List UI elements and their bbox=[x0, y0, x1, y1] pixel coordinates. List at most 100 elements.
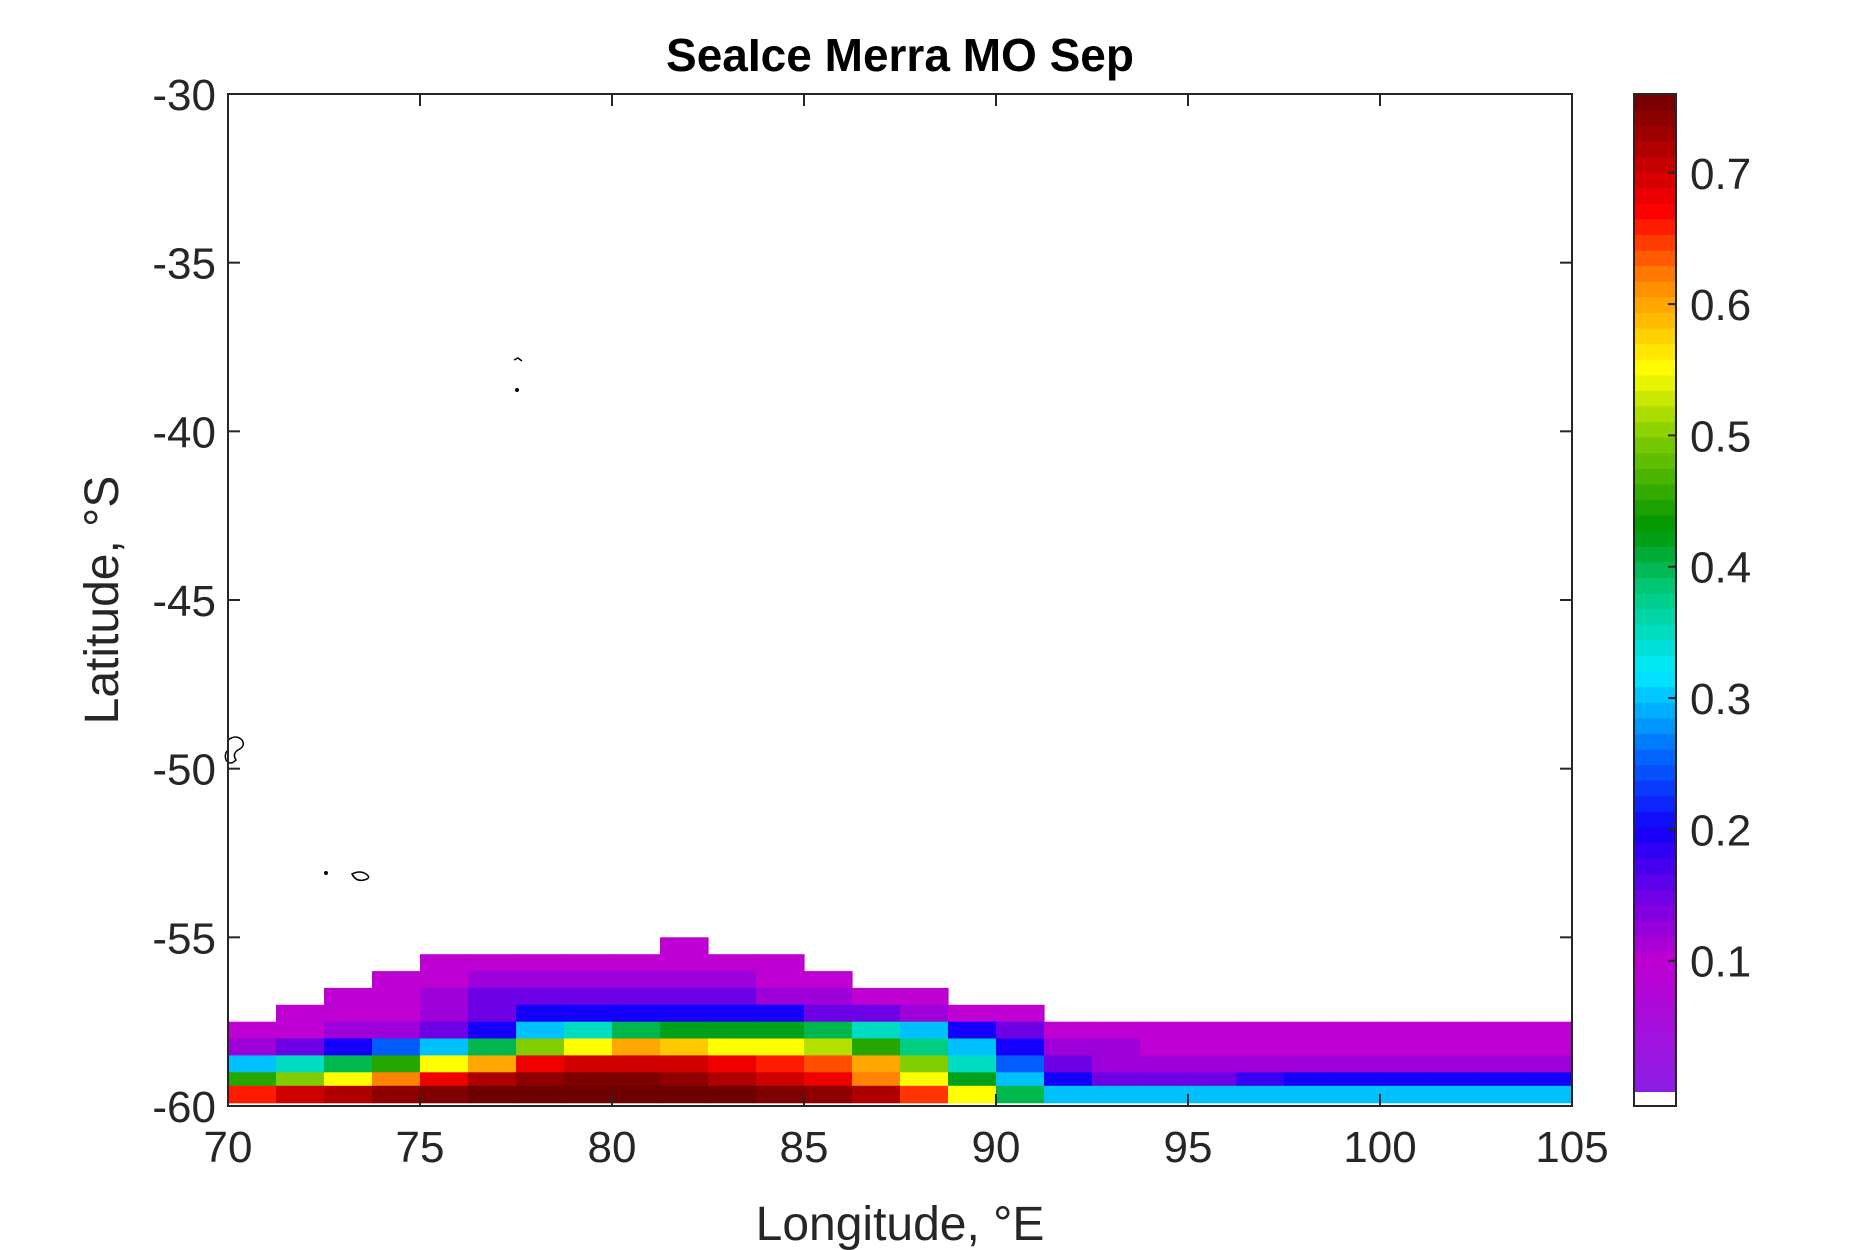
heatmap-cell bbox=[276, 1085, 325, 1104]
heatmap-cell bbox=[900, 1055, 949, 1073]
heatmap-cell bbox=[516, 1004, 565, 1023]
heatmap-cell bbox=[1284, 1085, 1333, 1104]
heatmap-cell bbox=[1044, 1072, 1093, 1090]
colorbar-segment bbox=[1634, 1060, 1676, 1077]
heatmap-cell bbox=[324, 1038, 373, 1056]
heatmap-cell bbox=[1380, 1038, 1429, 1056]
heatmap-cell bbox=[852, 1072, 901, 1090]
heatmap-cell bbox=[516, 1038, 565, 1056]
heatmap-cell bbox=[900, 1004, 949, 1023]
heatmap-cell bbox=[660, 1038, 709, 1056]
colorbar-segment bbox=[1634, 748, 1676, 766]
colorbar-segment bbox=[1634, 187, 1676, 204]
colorbar-segment bbox=[1634, 94, 1676, 111]
colorbar-segment bbox=[1634, 499, 1676, 516]
x-tick-label: 75 bbox=[396, 1123, 445, 1172]
heatmap-cell bbox=[660, 954, 709, 972]
heatmap-cell bbox=[372, 1004, 421, 1023]
colorbar-tick-label: 0.3 bbox=[1690, 675, 1751, 724]
colorbar-tick-label: 0.5 bbox=[1690, 412, 1751, 461]
heatmap-cell bbox=[708, 987, 757, 1006]
heatmap-cell bbox=[708, 1004, 757, 1023]
heatmap-cell bbox=[996, 1021, 1045, 1040]
colorbar-tick-label: 0.1 bbox=[1690, 938, 1751, 987]
heatmap-cell bbox=[276, 1021, 325, 1040]
y-tick-label: -30 bbox=[152, 71, 216, 120]
heatmap-cell bbox=[468, 971, 517, 989]
heatmap-cell bbox=[1332, 1055, 1381, 1073]
heatmap-cell bbox=[516, 1072, 565, 1090]
heatmap-cell bbox=[612, 1004, 661, 1023]
heatmap-cell bbox=[852, 1085, 901, 1104]
heatmap-cell bbox=[1140, 1085, 1189, 1104]
colorbar-segment bbox=[1634, 1045, 1676, 1062]
heatmap-cell bbox=[372, 1055, 421, 1073]
heatmap-cell bbox=[372, 971, 421, 989]
heatmap-cell bbox=[900, 987, 949, 1006]
heatmap-cell bbox=[564, 1055, 613, 1073]
colorbar-segment bbox=[1634, 265, 1676, 282]
heatmap-cell bbox=[660, 1021, 709, 1040]
heatmap-cell bbox=[564, 1072, 613, 1090]
colorbar-segment bbox=[1634, 156, 1676, 173]
heatmap-cell bbox=[1524, 1085, 1573, 1104]
colorbar-segment bbox=[1634, 281, 1676, 298]
colorbar-segment bbox=[1634, 390, 1676, 407]
heatmap-cell bbox=[708, 1072, 757, 1090]
heatmap-cell bbox=[324, 1085, 373, 1104]
heatmap-cell bbox=[516, 971, 565, 989]
heatmap-cell bbox=[948, 1038, 997, 1056]
heatmap-cell bbox=[612, 1021, 661, 1040]
colorbar-segment bbox=[1634, 967, 1676, 984]
colorbar-segment bbox=[1634, 826, 1676, 844]
chart-title: SeaIce Merra MO Sep bbox=[666, 29, 1134, 81]
colorbar-segment bbox=[1634, 515, 1676, 532]
colorbar-segment bbox=[1634, 359, 1676, 376]
coastline-heard bbox=[350, 871, 370, 882]
colorbar-segment bbox=[1634, 140, 1676, 157]
heatmap-cell bbox=[660, 1004, 709, 1023]
heatmap-cell bbox=[468, 1038, 517, 1056]
heatmap-cell bbox=[756, 1038, 805, 1056]
y-tick-label: -40 bbox=[152, 408, 216, 457]
heatmap-cell bbox=[1428, 1038, 1477, 1056]
heatmap-cell bbox=[756, 987, 805, 1006]
heatmap-cell bbox=[420, 954, 469, 972]
heatmap-cell bbox=[1380, 1055, 1429, 1073]
heatmap-cell bbox=[708, 971, 757, 989]
heatmap-cell bbox=[228, 1085, 277, 1104]
colorbar-tick-label: 0.2 bbox=[1690, 806, 1751, 855]
colorbar-segment bbox=[1634, 109, 1676, 126]
heatmap-cell bbox=[420, 1004, 469, 1023]
heatmap-cell bbox=[660, 1072, 709, 1090]
heatmap-cell bbox=[1428, 1072, 1477, 1090]
heatmap-cell bbox=[660, 1055, 709, 1073]
colorbar-segment bbox=[1634, 327, 1676, 345]
heatmap-cell bbox=[564, 1085, 613, 1104]
heatmap-cell bbox=[660, 971, 709, 989]
colorbar-segment bbox=[1634, 858, 1676, 875]
heatmap-cell bbox=[1524, 1038, 1573, 1056]
y-tick-label: -55 bbox=[152, 914, 216, 963]
heatmap-cell bbox=[1044, 1021, 1093, 1040]
heatmap-cell bbox=[324, 1055, 373, 1073]
x-axis-ticks: 70 75 80 85 90 95 100 105 bbox=[204, 94, 1609, 1172]
heatmap-cell bbox=[276, 1038, 325, 1056]
heatmap-cell bbox=[852, 987, 901, 1006]
x-tick-label: 85 bbox=[780, 1123, 829, 1172]
colorbar-segment bbox=[1634, 998, 1676, 1015]
heatmap-cell bbox=[1092, 1085, 1141, 1104]
heatmap-cell bbox=[516, 1055, 565, 1073]
colorbar-segment bbox=[1634, 530, 1676, 547]
colorbar-segment bbox=[1634, 561, 1676, 578]
colorbar-segment bbox=[1634, 655, 1676, 672]
heatmap-cell bbox=[1380, 1021, 1429, 1040]
heatmap-cell bbox=[1476, 1038, 1525, 1056]
heatmap-cells bbox=[228, 937, 1573, 1104]
heatmap-cell bbox=[564, 1038, 613, 1056]
coastline-kerguelen bbox=[224, 736, 245, 764]
coastline-island-1 bbox=[513, 357, 523, 362]
colorbar-segment bbox=[1634, 234, 1676, 251]
heatmap-cell bbox=[1428, 1021, 1477, 1040]
